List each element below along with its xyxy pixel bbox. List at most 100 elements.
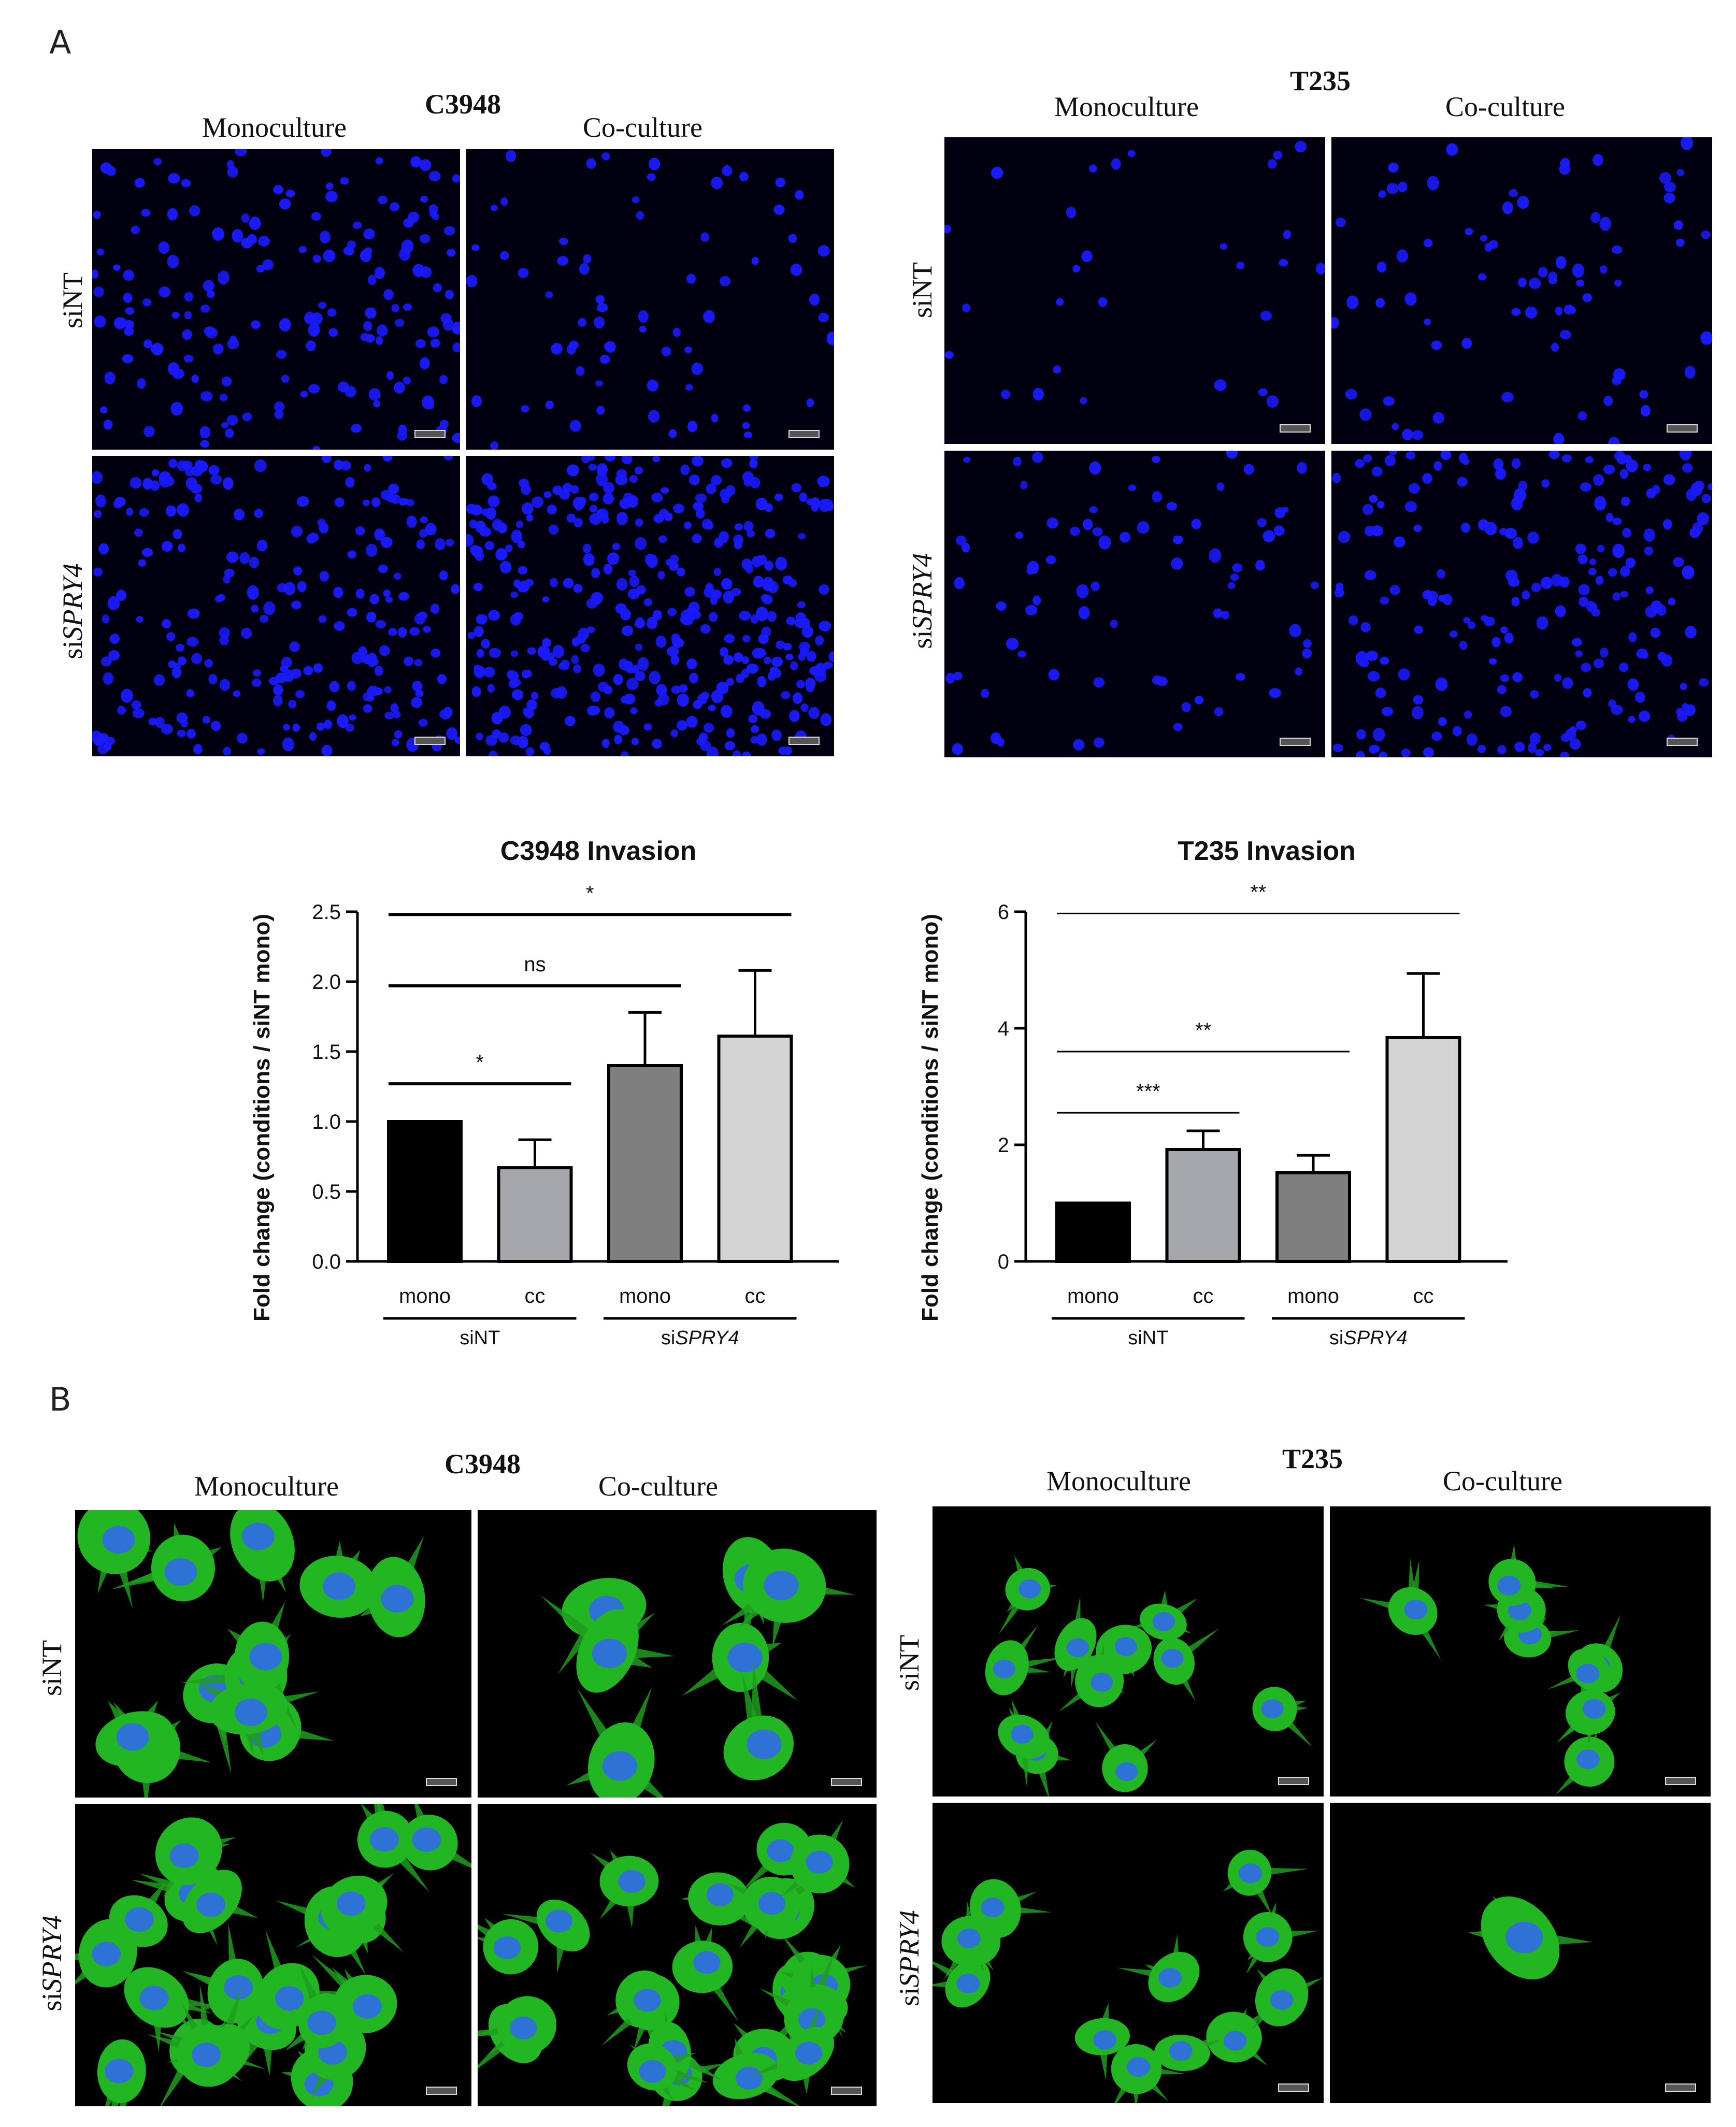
nucleus [1078, 606, 1090, 620]
nucleus [1213, 608, 1223, 619]
nucleus [1369, 495, 1378, 503]
nucleus [394, 319, 405, 327]
nucleus [1531, 582, 1541, 593]
nucleus [1559, 164, 1571, 175]
nucleus [1618, 663, 1629, 672]
nucleus [490, 441, 499, 450]
nucleus [1522, 590, 1530, 600]
nucleus [1098, 535, 1111, 550]
nucleus [1048, 669, 1059, 681]
nucleus [557, 256, 569, 266]
nucleus [374, 267, 385, 279]
nucleus [753, 576, 764, 588]
nucleus [828, 651, 834, 663]
nucleus [765, 528, 776, 538]
nucleus [322, 456, 332, 463]
nucleus [412, 681, 423, 692]
significance-label: * [476, 1051, 484, 1074]
nucleus [420, 195, 428, 203]
nucleus [1046, 518, 1059, 529]
nucleus [383, 289, 394, 300]
nucleus [685, 384, 693, 391]
nucleus [219, 679, 231, 691]
nucleus [233, 690, 241, 697]
nucleus [724, 634, 735, 643]
nucleus [819, 621, 831, 632]
nucleus [419, 234, 431, 243]
nucleus [739, 171, 749, 182]
micrograph-b-t235-sint-cc [1330, 1506, 1711, 1797]
stained-cell [969, 1879, 1052, 1938]
nucleus [1627, 678, 1639, 691]
scale-bar [1278, 2083, 1309, 2092]
nucleus [321, 149, 332, 157]
micrograph-b-c3948-sispry4-cc [478, 1804, 877, 2106]
nucleus [517, 540, 525, 549]
nucleus [1639, 390, 1648, 399]
stained-cell [932, 1950, 991, 2008]
nucleus [363, 228, 375, 240]
nucleus [446, 539, 454, 547]
nucleus [1591, 608, 1600, 617]
nucleus [487, 495, 500, 508]
nucleus [817, 245, 830, 257]
nucleus [1214, 379, 1227, 391]
nucleus [1529, 732, 1541, 745]
nucleus [1080, 397, 1087, 405]
nucleus [1194, 696, 1204, 705]
nucleus [505, 544, 513, 552]
nucleus [280, 665, 288, 673]
nucleus [1659, 172, 1671, 184]
nucleus [360, 333, 370, 341]
nucleus [721, 705, 733, 718]
nucleus [755, 497, 768, 510]
nucleus [1098, 297, 1108, 307]
nucleus [1384, 455, 1396, 467]
nucleus [586, 626, 595, 634]
nucleus [251, 320, 261, 329]
nucleus [798, 533, 806, 539]
nucleus [241, 627, 252, 639]
nucleus [1639, 711, 1651, 722]
micrograph-b-t235-sint-mono [932, 1506, 1324, 1797]
nucleus [1431, 340, 1442, 350]
nucleus [347, 681, 356, 691]
stained-cell [780, 1819, 855, 1898]
nucleus [726, 728, 735, 738]
nucleus [235, 149, 247, 156]
nucleus [484, 541, 495, 550]
nucleus [306, 340, 316, 352]
nucleus [511, 529, 523, 543]
nucleus [371, 497, 381, 507]
nucleus [276, 350, 287, 359]
nucleus [672, 638, 684, 648]
nucleus [471, 244, 480, 251]
nucleus [1608, 699, 1616, 708]
nucleus [508, 679, 518, 688]
nucleus [491, 712, 503, 725]
nucleus [180, 719, 188, 728]
nucleus [427, 326, 439, 338]
nucleus [711, 413, 719, 423]
nucleus [1356, 751, 1365, 757]
chart-t235-invasion: T235 Invasion Fold change (conditions / s… [917, 836, 1508, 1349]
nucleus [686, 658, 697, 670]
nucleus [646, 554, 658, 568]
nucleus [308, 533, 319, 542]
nucleus [202, 716, 210, 724]
category-label: mono [1287, 1285, 1339, 1307]
nucleus [94, 315, 106, 328]
nucleus [1366, 651, 1378, 661]
nucleus [1580, 482, 1592, 492]
nucleus [375, 157, 383, 165]
nucleus [168, 173, 180, 184]
nucleus [153, 157, 162, 166]
nucleus [1663, 192, 1675, 204]
micrograph-a-t235-sint-mono [944, 137, 1325, 444]
nucleus [383, 589, 391, 597]
nucleus [1467, 621, 1476, 629]
nucleus [1599, 217, 1612, 231]
nucleus [746, 529, 755, 538]
nucleus [289, 641, 300, 652]
nucleus [1538, 267, 1548, 278]
